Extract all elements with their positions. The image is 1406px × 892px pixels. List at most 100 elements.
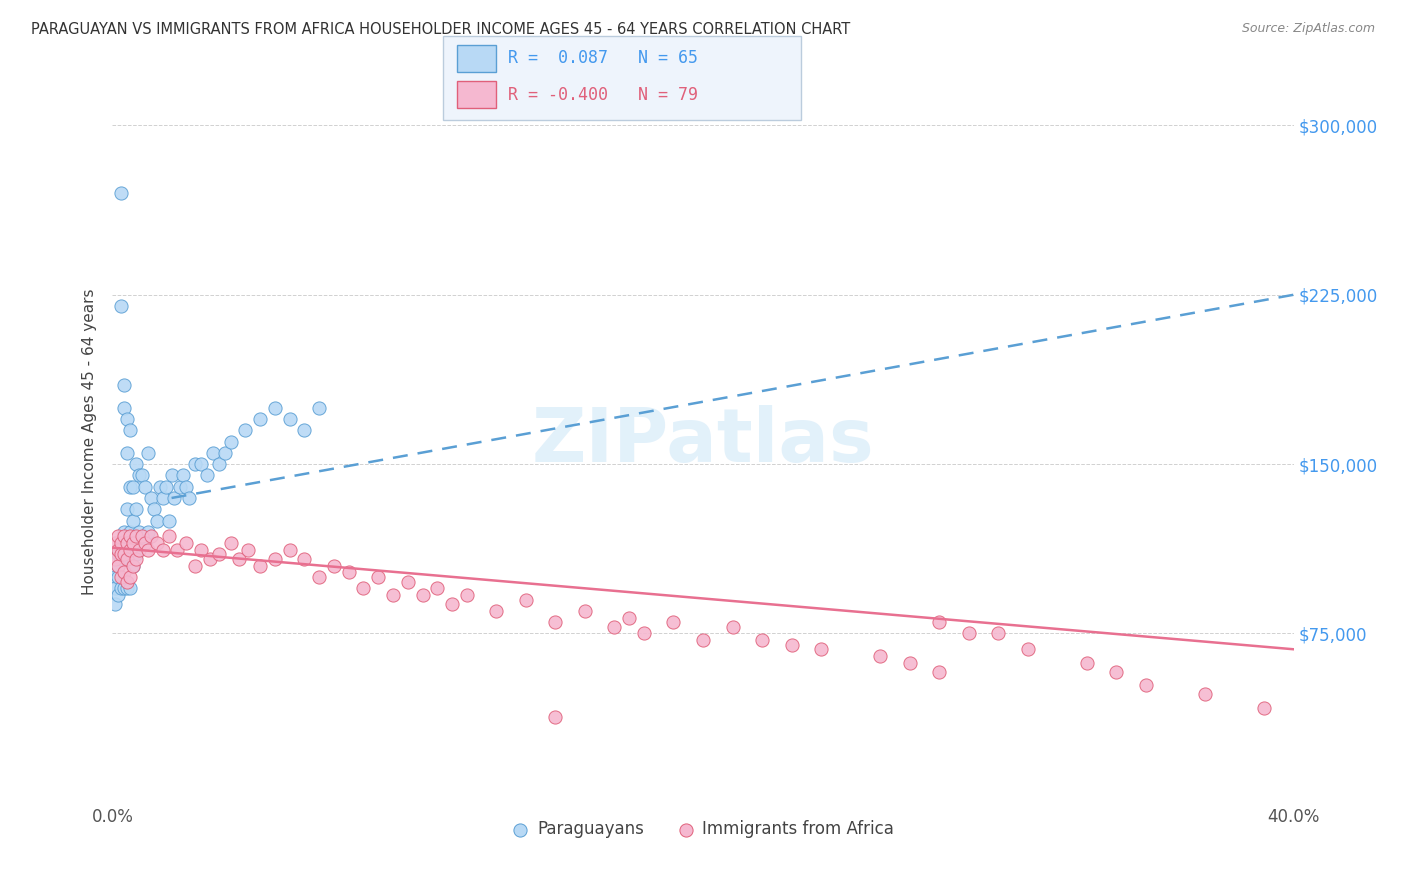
Point bbox=[228, 552, 250, 566]
Point bbox=[898, 656, 921, 670]
Point bbox=[308, 401, 330, 415]
Point bbox=[426, 582, 449, 596]
Point bbox=[957, 626, 980, 640]
Point bbox=[214, 446, 236, 460]
Point bbox=[367, 570, 389, 584]
Point bbox=[411, 588, 433, 602]
Point bbox=[166, 542, 188, 557]
Point bbox=[136, 542, 159, 557]
Text: ZIPatlas: ZIPatlas bbox=[531, 405, 875, 478]
Point bbox=[515, 592, 537, 607]
Point bbox=[110, 536, 132, 550]
Point bbox=[104, 552, 127, 566]
Point bbox=[104, 582, 127, 596]
Point bbox=[107, 529, 129, 543]
Point bbox=[219, 434, 242, 449]
Point bbox=[107, 548, 129, 562]
Point bbox=[278, 542, 301, 557]
Point bbox=[249, 558, 271, 573]
Point bbox=[219, 536, 242, 550]
Point bbox=[174, 536, 197, 550]
Point bbox=[120, 529, 142, 543]
Point bbox=[112, 378, 135, 392]
Point bbox=[120, 524, 142, 539]
Point bbox=[201, 446, 224, 460]
Point bbox=[146, 514, 169, 528]
Point bbox=[134, 536, 156, 550]
Y-axis label: Householder Income Ages 45 - 64 years: Householder Income Ages 45 - 64 years bbox=[82, 288, 97, 595]
Point bbox=[112, 401, 135, 415]
Point bbox=[172, 468, 194, 483]
Point bbox=[292, 423, 315, 437]
Point bbox=[136, 446, 159, 460]
Point bbox=[112, 524, 135, 539]
Point bbox=[117, 529, 138, 543]
Point bbox=[122, 514, 145, 528]
Point bbox=[134, 480, 156, 494]
Point bbox=[139, 491, 162, 505]
Point bbox=[125, 529, 148, 543]
Point bbox=[110, 548, 132, 562]
Point bbox=[574, 604, 596, 618]
Point bbox=[721, 620, 744, 634]
Point bbox=[264, 401, 287, 415]
Point bbox=[382, 588, 405, 602]
Point bbox=[751, 633, 773, 648]
Point bbox=[131, 468, 153, 483]
Point bbox=[485, 604, 508, 618]
Point bbox=[120, 582, 142, 596]
Point bbox=[117, 446, 138, 460]
Point bbox=[110, 536, 132, 550]
Point bbox=[249, 412, 271, 426]
Text: R = -0.400   N = 79: R = -0.400 N = 79 bbox=[508, 86, 697, 103]
Point bbox=[179, 491, 201, 505]
Point bbox=[128, 468, 150, 483]
Point bbox=[928, 615, 950, 630]
Text: R =  0.087   N = 65: R = 0.087 N = 65 bbox=[508, 49, 697, 67]
Point bbox=[1076, 656, 1098, 670]
Point bbox=[163, 491, 186, 505]
Point bbox=[208, 548, 231, 562]
Point bbox=[125, 548, 148, 562]
Point bbox=[110, 570, 132, 584]
Point bbox=[128, 542, 150, 557]
Point bbox=[131, 536, 153, 550]
Point bbox=[155, 480, 177, 494]
Point bbox=[174, 480, 197, 494]
Text: PARAGUAYAN VS IMMIGRANTS FROM AFRICA HOUSEHOLDER INCOME AGES 45 - 64 YEARS CORRE: PARAGUAYAN VS IMMIGRANTS FROM AFRICA HOU… bbox=[31, 22, 851, 37]
Point bbox=[544, 615, 567, 630]
Point bbox=[869, 648, 891, 663]
Point bbox=[1135, 678, 1157, 692]
Point bbox=[456, 588, 478, 602]
Point bbox=[157, 514, 180, 528]
Point bbox=[396, 574, 419, 589]
Point bbox=[128, 524, 150, 539]
Point bbox=[441, 597, 464, 611]
Point bbox=[112, 548, 135, 562]
Point bbox=[120, 480, 142, 494]
Point bbox=[136, 524, 159, 539]
Point bbox=[337, 566, 360, 580]
Point bbox=[157, 529, 180, 543]
Point bbox=[112, 529, 135, 543]
Point bbox=[160, 468, 183, 483]
Point bbox=[110, 299, 132, 313]
Point bbox=[692, 633, 714, 648]
Point bbox=[292, 552, 315, 566]
Point bbox=[780, 638, 803, 652]
Point bbox=[152, 491, 174, 505]
Point bbox=[125, 457, 148, 471]
Point bbox=[122, 536, 145, 550]
Point bbox=[120, 570, 142, 584]
Point bbox=[117, 412, 138, 426]
Point bbox=[544, 710, 567, 724]
Point bbox=[107, 588, 129, 602]
Point bbox=[1253, 701, 1275, 715]
Point bbox=[122, 558, 145, 573]
Point bbox=[190, 542, 212, 557]
Point bbox=[198, 552, 221, 566]
Point bbox=[169, 480, 191, 494]
Point bbox=[278, 412, 301, 426]
Point bbox=[131, 529, 153, 543]
Point bbox=[110, 186, 132, 201]
